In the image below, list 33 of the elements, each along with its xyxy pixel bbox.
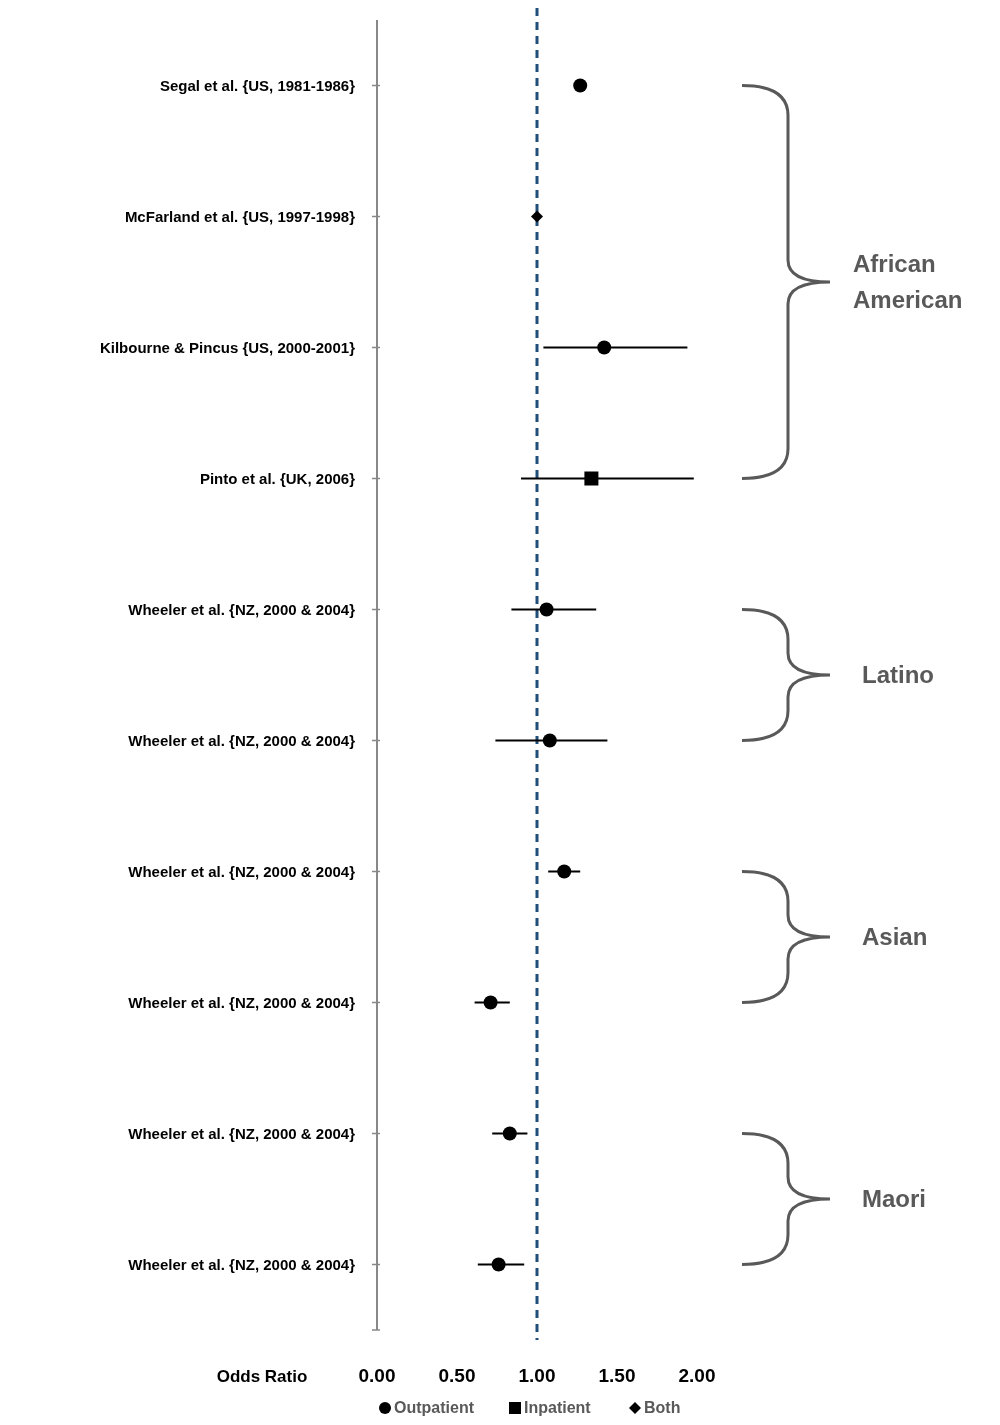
point (573, 78, 588, 93)
point (597, 340, 612, 355)
point (542, 733, 557, 748)
point (539, 602, 554, 617)
y-tick-label: Segal et al. {US, 1981-1986} (159, 76, 356, 94)
y-tick-label: Wheeler et al. {NZ, 2000 & 2004} (128, 993, 356, 1011)
text: Maori (862, 1185, 927, 1213)
y-tick-label: Wheeler et al. {NZ, 2000 & 2004} (128, 600, 356, 618)
y-tick-label: Wheeler et al. {NZ, 2000 & 2004} (128, 862, 356, 880)
legend-label: Outpatient (394, 1399, 475, 1416)
y-tick-label: McFarland et al. {US, 1997-1998} (124, 207, 356, 225)
legend-label: Inpatient (524, 1399, 592, 1416)
y-tick-label: Kilbourne & Pincus {US, 2000-2001} (99, 338, 356, 356)
point (584, 471, 599, 486)
x-tick-label: 0.50 (438, 1365, 476, 1386)
y-tick-label: Wheeler et al. {NZ, 2000 & 2004} (128, 731, 356, 749)
point (531, 210, 543, 223)
text: Asian (862, 923, 928, 951)
legend-label: Both (644, 1399, 681, 1416)
point (502, 1126, 517, 1141)
point (491, 1257, 506, 1272)
y-tick-label: Wheeler et al. {NZ, 2000 & 2004} (128, 1255, 356, 1273)
y-tick-label: Pinto et al. {UK, 2006} (199, 469, 356, 487)
x-tick-label: 0.00 (358, 1365, 396, 1386)
x-tick-label: 2.00 (678, 1365, 716, 1386)
x-axis-title: Odds Ratio (216, 1367, 308, 1386)
point (483, 995, 498, 1010)
point (557, 864, 572, 879)
text: African American (853, 250, 963, 314)
text: Latino (862, 661, 934, 689)
x-tick-label: 1.00 (518, 1365, 556, 1386)
x-tick-label: 1.50 (598, 1365, 636, 1386)
y-tick-label: Wheeler et al. {NZ, 2000 & 2004} (128, 1124, 356, 1142)
